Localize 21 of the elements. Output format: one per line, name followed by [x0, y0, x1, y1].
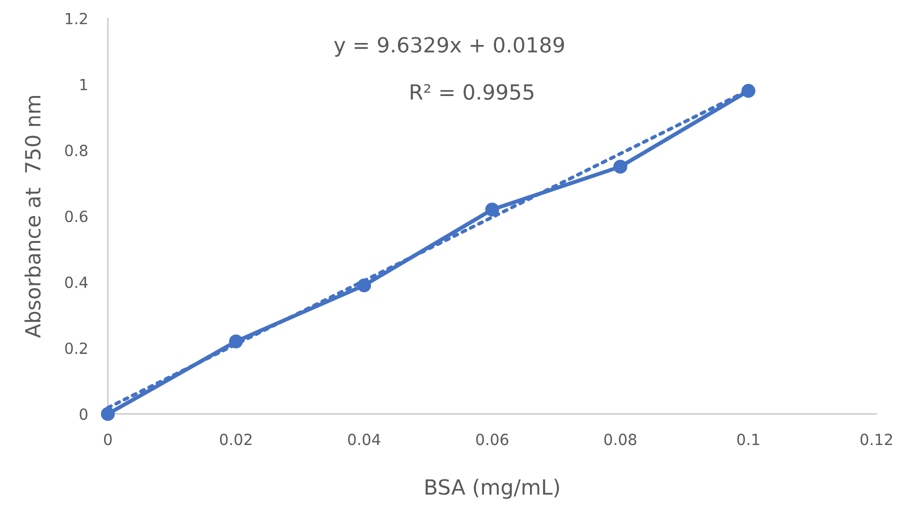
annotation: y = 9.6329x + 0.0189	[334, 36, 564, 57]
x-tick-label: 0.1	[737, 434, 760, 446]
y-tick-label: 1.2	[66, 12, 87, 24]
y-axis-title: Absorbance at 750 nm	[24, 96, 41, 338]
point	[613, 160, 628, 174]
y-tick-label: 0.2	[65, 342, 87, 354]
x-tick-label: 0.02	[220, 434, 252, 446]
point	[100, 407, 115, 421]
y-tick-label: 0.8	[65, 144, 88, 156]
x-tick-label: 0.06	[476, 434, 508, 446]
point	[485, 202, 500, 216]
y-tick-label: 1	[80, 78, 88, 90]
annotation: R² = 0.9955	[410, 84, 534, 100]
x-tick-label: 0.04	[348, 434, 380, 446]
x-axis-title: BSA (mg/mL)	[426, 478, 559, 499]
x-tick-label: 0.08	[604, 434, 636, 446]
y-tick-label: 0.4	[65, 276, 88, 288]
y-tick-label: 0.6	[65, 210, 88, 222]
x-tick-label: 0.12	[860, 434, 892, 446]
x-tick-label: 0	[104, 434, 112, 446]
y-tick-label: 0	[80, 408, 88, 420]
